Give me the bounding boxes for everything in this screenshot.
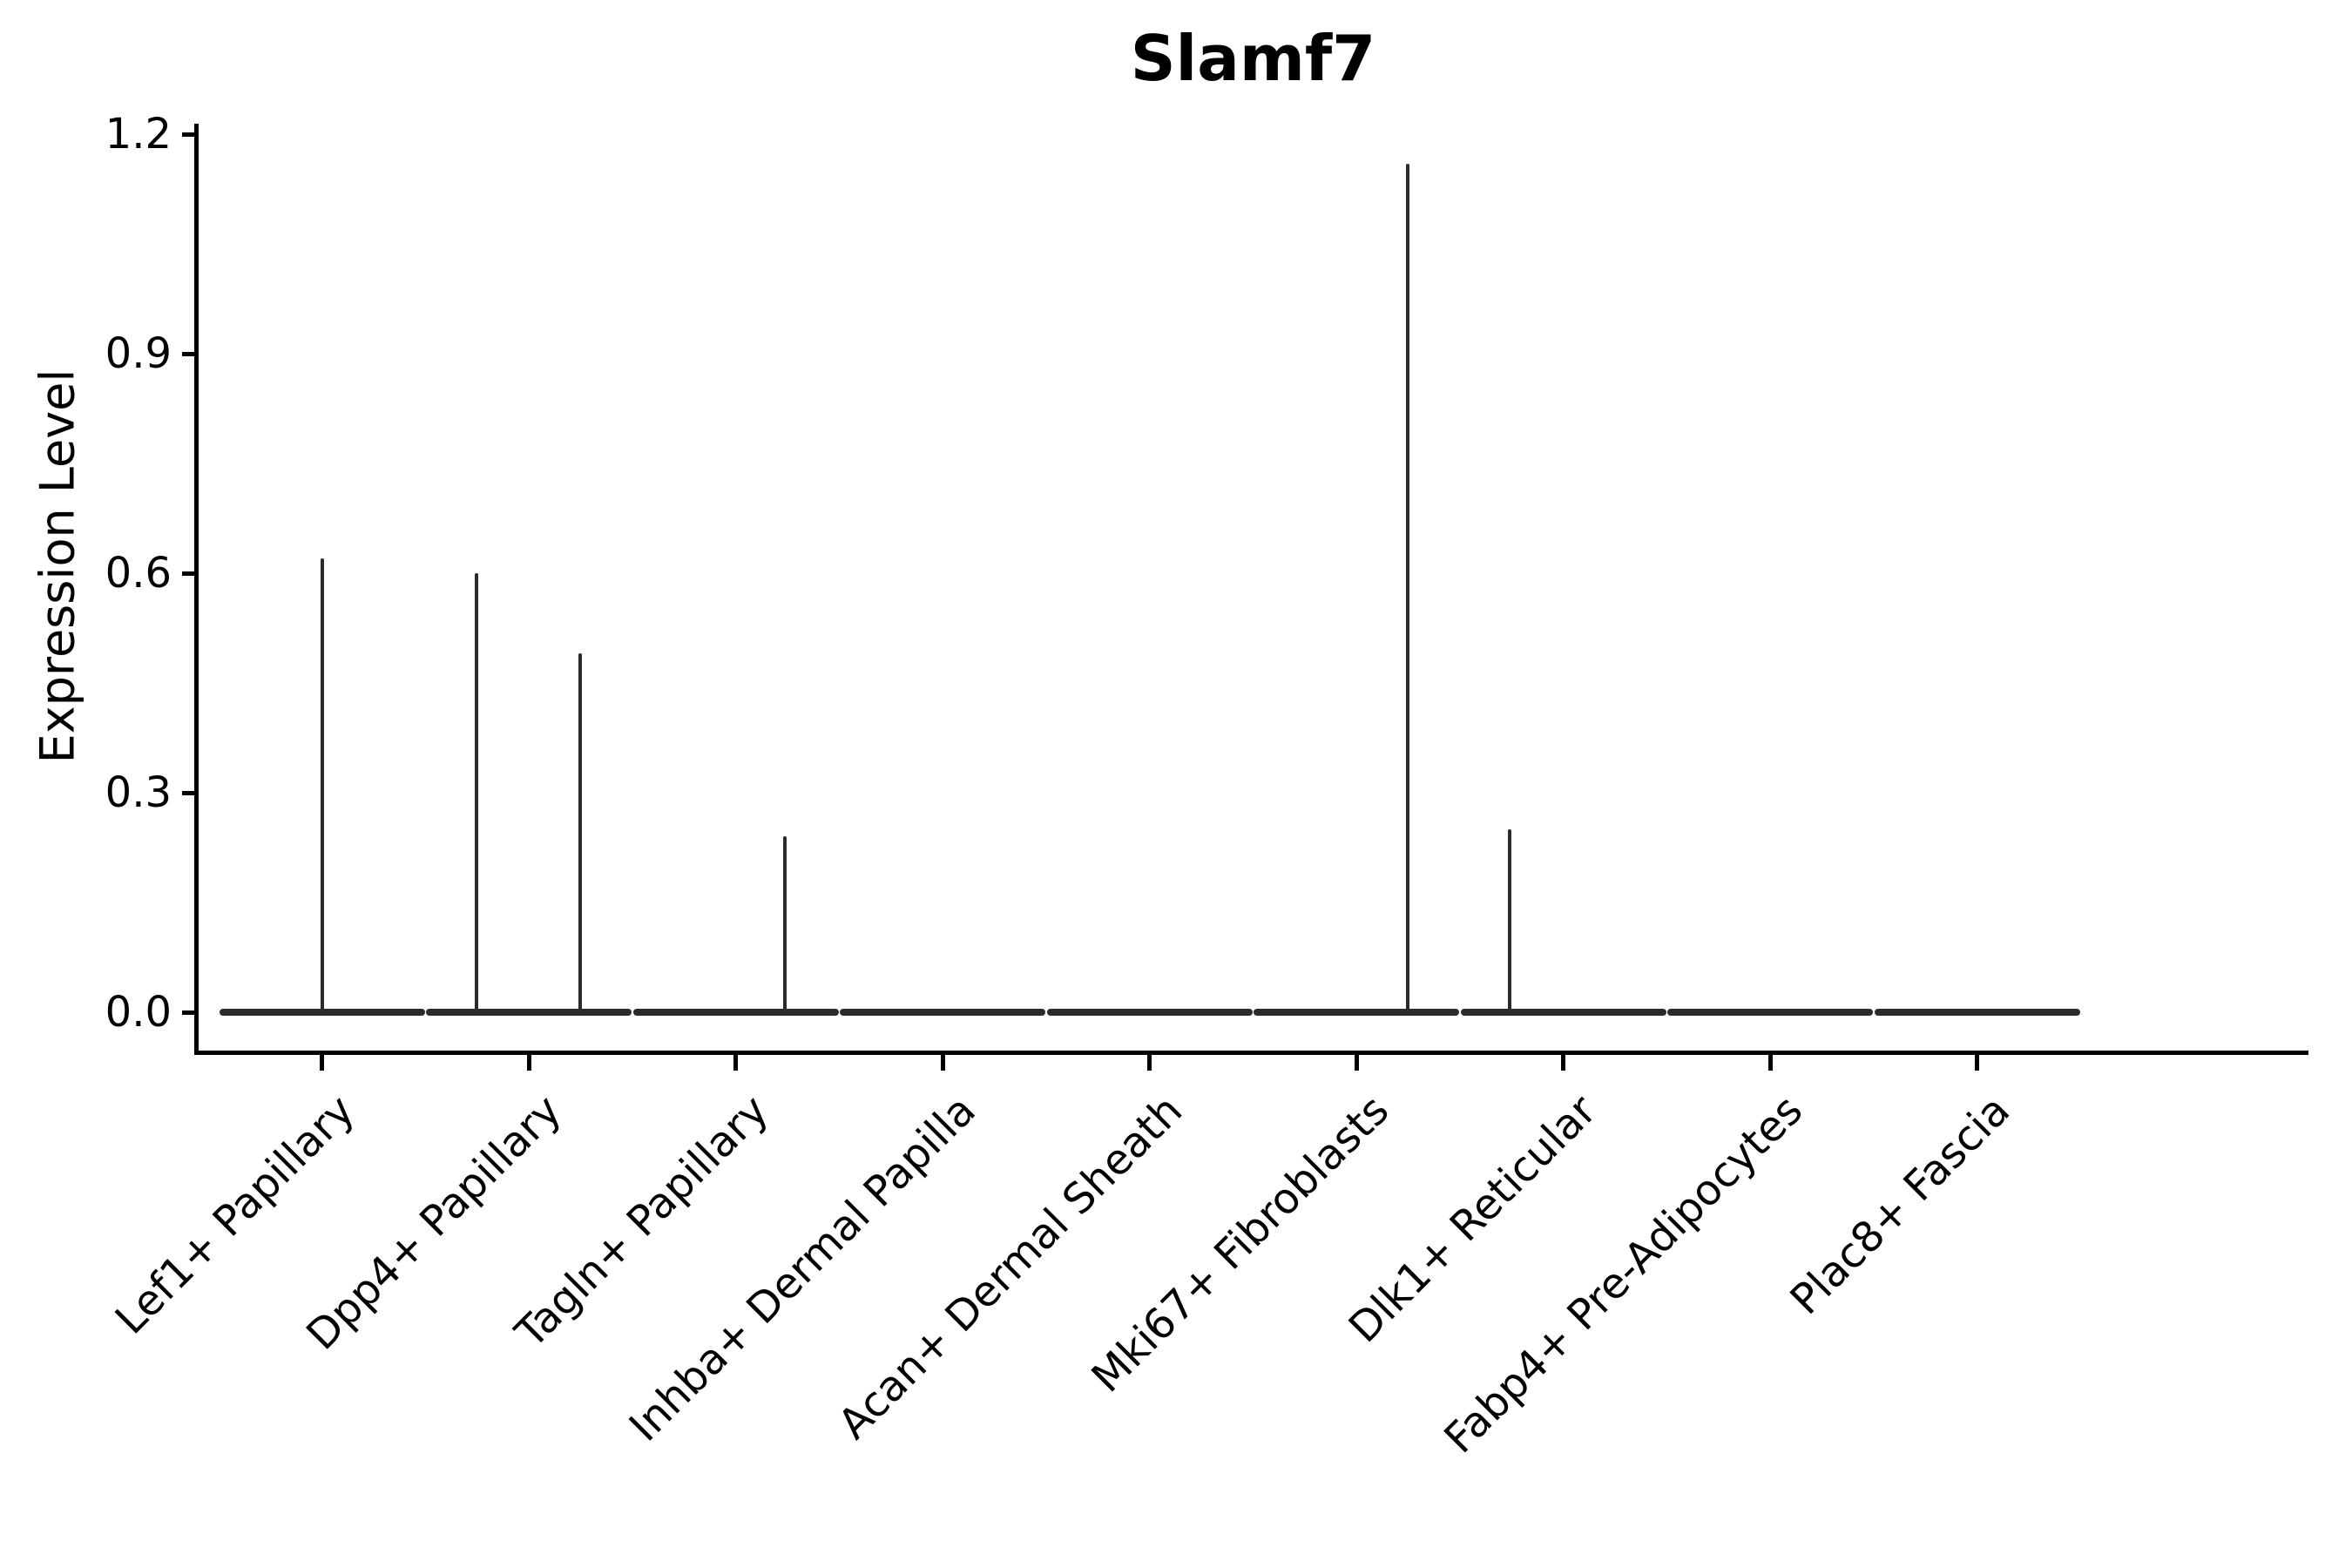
x-tick-mark [526,1055,531,1071]
chart-title: Slamf7 [1130,22,1376,95]
y-tick-label: 0.0 [105,988,172,1037]
violin-spike [320,558,324,1012]
y-tick-mark [182,571,194,576]
x-tick-mark [1354,1055,1359,1071]
y-tick-mark [182,790,194,795]
x-tick-mark [1147,1055,1152,1071]
violin-base [1874,1009,2080,1016]
violin-base [426,1009,632,1016]
x-axis-spine [194,1051,2308,1055]
x-tick-mark [733,1055,739,1071]
x-tick-label: Plac8+ Fascia [1781,1085,2020,1325]
x-tick-label: Fabp4+ Pre-Adipocytes [1435,1085,1813,1463]
x-tick-mark [320,1055,325,1071]
violin-base [1254,1009,1460,1016]
x-tick-label: Acan+ Dermal Sheath [828,1085,1192,1450]
violin-base [840,1009,1046,1016]
y-tick-label: 0.9 [105,329,172,378]
y-tick-label: 0.3 [105,768,172,817]
y-tick-label: 1.2 [105,110,172,159]
violin-base [1460,1009,1666,1016]
violin-base [632,1009,839,1016]
y-axis-spine [194,124,199,1055]
violin-base [1046,1009,1253,1016]
x-tick-label: Inhba+ Dermal Papilla [619,1085,985,1451]
y-tick-mark [182,351,194,356]
violin-spike [1406,163,1410,1012]
y-tick-mark [182,1010,194,1015]
x-tick-mark [1975,1055,1980,1071]
y-tick-mark [182,132,194,137]
violin-spike [578,653,583,1012]
x-tick-mark [1561,1055,1566,1071]
y-tick-label: 0.6 [105,549,172,598]
violin-spike [782,836,787,1012]
violin-base [1667,1009,1874,1016]
violin-spike [1507,829,1511,1012]
violin-base [219,1009,425,1016]
x-tick-mark [1767,1055,1773,1071]
x-tick-mark [940,1055,945,1071]
violin-spike [475,573,479,1012]
